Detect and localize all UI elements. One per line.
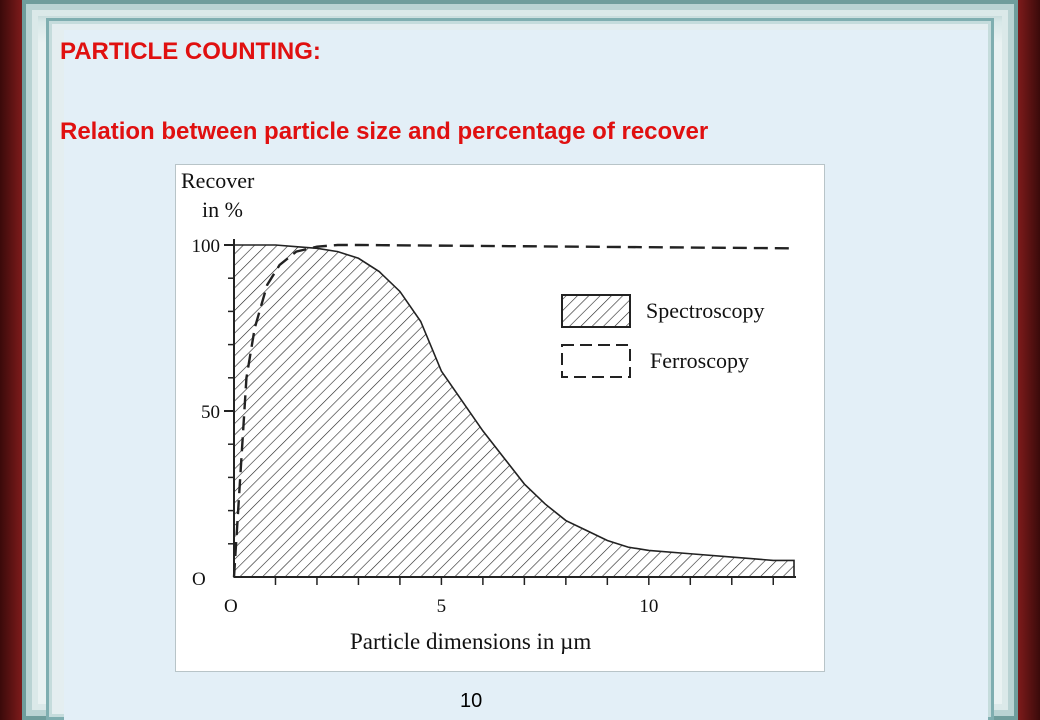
legend-swatch-ferroscopy (561, 344, 631, 378)
x-origin-label: O (224, 596, 238, 617)
legend-swatch-spectroscopy (561, 294, 631, 328)
axes: 100 50 5 10 (192, 236, 796, 617)
chart-panel: 100 50 5 10 Recover in % Particle dimension… (175, 164, 825, 672)
legend-label-ferroscopy: Ferroscopy (650, 348, 749, 373)
series-ferroscopy-line (232, 243, 795, 578)
y-tick-label: 100 (192, 236, 221, 257)
ferroscopy-line-layer (232, 243, 795, 578)
legend-label-spectroscopy: Spectroscopy (646, 298, 765, 323)
spectroscopy-area-layer (233, 244, 795, 578)
x-tick-label: 10 (639, 596, 658, 617)
y-axis-label-line1: Recover (181, 168, 255, 193)
series-spectroscopy-area (233, 244, 795, 578)
y-origin-label: O (192, 569, 206, 590)
x-axis-label: Particle dimensions in µm (350, 629, 591, 654)
slide-title: PARTICLE COUNTING: (60, 38, 321, 65)
y-axis-label-line2: in % (202, 197, 243, 222)
x-tick-label: 5 (437, 596, 447, 617)
recovery-chart: 100 50 5 10 Recover in % Particle dimension… (181, 168, 796, 654)
slide-subtitle: Relation between particle size and perce… (60, 118, 709, 145)
page-number: 10 (460, 690, 483, 712)
y-tick-label: 50 (201, 402, 220, 423)
legend: Spectroscopy Ferroscopy (561, 294, 765, 378)
